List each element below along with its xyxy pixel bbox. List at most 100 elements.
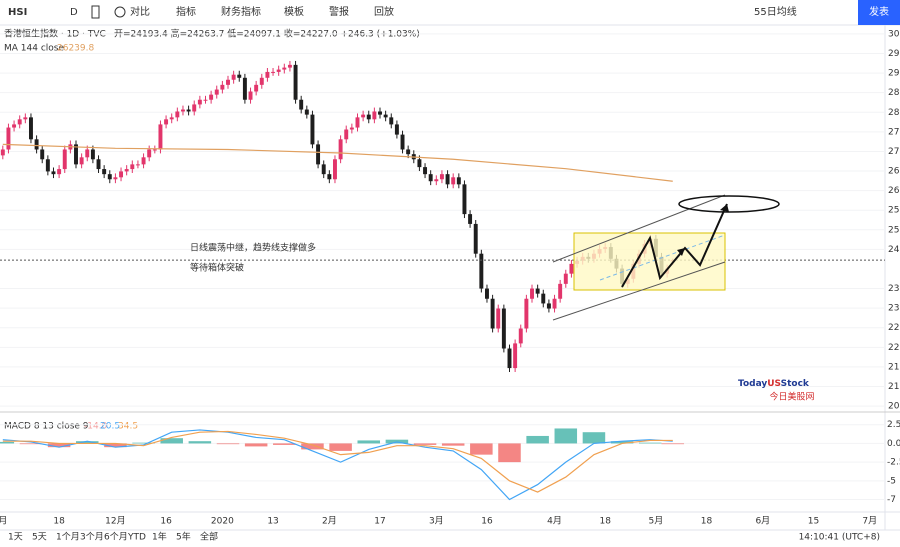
candle-body — [541, 293, 546, 304]
candle-body — [209, 94, 214, 100]
range-button[interactable]: 1天 — [8, 533, 23, 543]
toolbar — [0, 0, 900, 25]
y-tick-label: 23 — [888, 284, 899, 294]
candle-body — [378, 111, 382, 115]
histogram-bar — [329, 443, 352, 451]
range-button[interactable]: 5年 — [176, 531, 191, 543]
legend-macd-value: 34.5 — [118, 422, 138, 432]
dashed-line — [599, 234, 726, 281]
candle-body — [242, 77, 247, 100]
y-tick-label: 22 — [888, 343, 899, 353]
legend-ma-value: 26239.8 — [57, 44, 94, 54]
replay[interactable]: 回放 — [374, 5, 394, 18]
watermark: TodayUSStock — [738, 379, 810, 389]
path-arrows — [621, 203, 728, 288]
candle-body — [355, 117, 360, 128]
candle-body — [406, 149, 411, 155]
symbol[interactable]: HSI — [8, 7, 27, 18]
candle-body — [271, 71, 276, 73]
financials[interactable]: 财务指标 — [221, 5, 261, 18]
x-tick-label: 16 — [481, 517, 493, 527]
histogram-bar — [104, 443, 127, 448]
candle-body — [147, 149, 152, 158]
candle-body — [107, 174, 112, 180]
range-button[interactable]: 全部 — [200, 531, 218, 543]
y-tick-label: 26 — [888, 186, 900, 196]
x-tick-label: 13 — [267, 517, 278, 527]
candle-body — [462, 184, 467, 215]
candle-body — [192, 104, 197, 112]
indicators[interactable]: 指标 — [176, 5, 196, 18]
histogram-bar — [0, 441, 15, 444]
candle-body — [400, 134, 405, 150]
range-button[interactable]: YTD — [127, 533, 146, 543]
histogram-bar — [554, 428, 578, 444]
candle-body — [96, 159, 101, 170]
y-tick-label: 29 — [888, 69, 900, 79]
candle-body — [248, 91, 253, 100]
y-tick-label: 25 — [888, 225, 899, 235]
candle-body — [113, 177, 118, 180]
range-button[interactable]: 6个月 — [104, 532, 128, 543]
candle-body — [513, 343, 518, 369]
histogram-bar — [498, 443, 521, 463]
candle-body — [57, 169, 62, 175]
range-button[interactable]: 1个月 — [56, 532, 80, 543]
candle-body — [490, 298, 495, 329]
candle-body — [479, 253, 484, 289]
range-button[interactable]: 5天 — [32, 533, 47, 543]
candle-body — [12, 124, 17, 128]
candle-body — [333, 159, 337, 180]
candle-body — [259, 77, 264, 85]
candle-body — [130, 164, 135, 170]
range-button[interactable]: 1年 — [152, 531, 167, 543]
histogram-bar — [244, 443, 268, 447]
publish[interactable]: 发表 — [869, 5, 889, 18]
compare[interactable]: 对比 — [130, 5, 150, 18]
candle-body — [394, 124, 399, 135]
watermark-part: Stock — [781, 379, 810, 389]
candle-body — [439, 174, 444, 180]
candle-body — [23, 117, 28, 120]
candle-body — [451, 177, 456, 185]
candle-body — [383, 114, 388, 118]
ma-button[interactable]: 55日均线 — [754, 5, 797, 18]
candle-body — [338, 139, 343, 160]
histogram-bar — [76, 441, 99, 444]
candle-body — [445, 174, 450, 185]
chart-type-icon[interactable] — [91, 5, 100, 19]
candle-body — [74, 144, 78, 165]
candle-body — [265, 71, 270, 78]
candle-body — [316, 144, 321, 165]
macd-line — [2, 429, 673, 501]
legend-ma: MA 144 close — [4, 44, 64, 54]
candle-body — [85, 149, 90, 158]
interval[interactable]: D — [70, 7, 78, 18]
histogram-bar — [357, 440, 381, 444]
y-tick-label: 23 — [888, 304, 899, 314]
candle-body — [372, 111, 377, 120]
bottom-bar: 月 18 12月 16 2020 13 2月 17 3月 16 4月 18 5月 18 6月 15 7月 1天 5天… — [0, 516, 877, 543]
candle-body — [524, 298, 529, 329]
publish-button[interactable] — [858, 0, 900, 25]
price-pane: 20 21 21 22 22 23 23 24 25 25 26 26 27 27 28 28 29 29 30 — [0, 29, 900, 412]
histogram-bar — [610, 441, 634, 444]
candle-body — [152, 149, 157, 151]
histogram-bar — [413, 443, 437, 445]
candle-body — [6, 127, 11, 150]
candle-body — [535, 288, 540, 294]
histogram-bar — [526, 435, 549, 444]
candle-body — [552, 298, 557, 309]
candle-body — [135, 164, 140, 166]
range-button[interactable]: 3个月 — [80, 532, 104, 543]
candle-body — [389, 117, 394, 125]
x-tick-label: 2020 — [211, 517, 234, 527]
y-tick-label: 22 — [888, 323, 899, 333]
candle-body — [366, 114, 371, 120]
alerts[interactable]: 警报 — [329, 5, 349, 18]
compare-icon[interactable] — [114, 6, 126, 18]
histogram-bar — [273, 443, 296, 445]
macd-pane: 2.5 0.0 -2.5 -5 -7 — [0, 420, 900, 505]
templates[interactable]: 模板 — [284, 5, 304, 18]
